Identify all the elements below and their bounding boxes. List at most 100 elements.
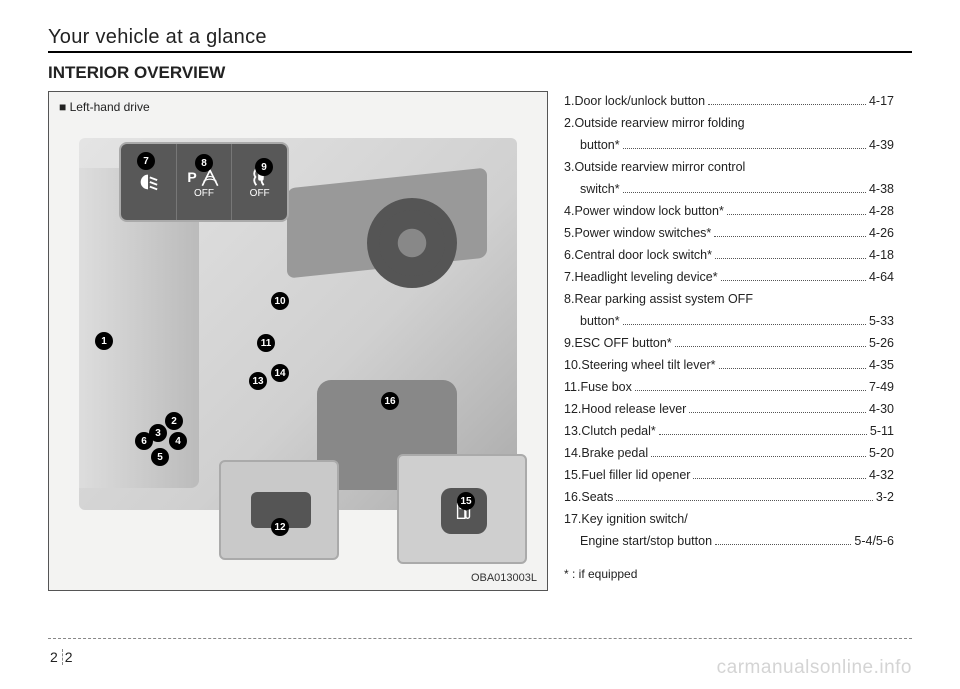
item-number: 14. bbox=[564, 443, 581, 463]
figure-label: ■ Left-hand drive bbox=[59, 100, 150, 114]
list-item: 15. Fuel filler lid opener4-32 bbox=[564, 465, 894, 485]
item-page: 4-26 bbox=[869, 223, 894, 243]
callout-marker: 13 bbox=[249, 372, 267, 390]
list-item: 11. Fuse box 7-49 bbox=[564, 377, 894, 397]
item-page: 7-49 bbox=[869, 377, 894, 397]
item-number: 8. bbox=[564, 289, 574, 309]
callout-marker: 1 bbox=[95, 332, 113, 350]
item-label: Seats bbox=[581, 487, 613, 507]
item-number: 17. bbox=[564, 509, 581, 529]
item-label: Brake pedal bbox=[581, 443, 648, 463]
callout-marker: 4 bbox=[169, 432, 187, 450]
item-page: 4-39 bbox=[869, 135, 894, 155]
callout-marker: 12 bbox=[271, 518, 289, 536]
item-label: Rear parking assist system OFF bbox=[574, 289, 753, 309]
footer-divider bbox=[48, 638, 912, 639]
item-number: 12. bbox=[564, 399, 581, 419]
item-page: 4-64 bbox=[869, 267, 894, 287]
hood-release-inset bbox=[219, 460, 339, 560]
list-item: 1. Door lock/unlock button 4-17 bbox=[564, 91, 894, 111]
item-label: Outside rearview mirror folding bbox=[574, 113, 744, 133]
list-item: button* 5-33 bbox=[564, 311, 894, 331]
list-item: 4. Power window lock button*4-28 bbox=[564, 201, 894, 221]
item-number: 4. bbox=[564, 201, 574, 221]
item-label: Outside rearview mirror control bbox=[574, 157, 745, 177]
leader-dots bbox=[715, 258, 866, 259]
list-item: 13. Clutch pedal*5-11 bbox=[564, 421, 894, 441]
callout-marker: 6 bbox=[135, 432, 153, 450]
callout-marker: 10 bbox=[271, 292, 289, 310]
callout-marker: 2 bbox=[165, 412, 183, 430]
item-label: Fuse box bbox=[580, 377, 631, 397]
leader-dots bbox=[616, 500, 873, 501]
item-page: 5-4/5-6 bbox=[854, 531, 894, 551]
item-label: switch* bbox=[580, 179, 620, 199]
item-page: 5-33 bbox=[869, 311, 894, 331]
item-label: Engine start/stop button bbox=[580, 531, 712, 551]
leader-dots bbox=[651, 456, 866, 457]
section-title: INTERIOR OVERVIEW bbox=[48, 63, 912, 83]
list-item: 2. Outside rearview mirror folding bbox=[564, 113, 894, 133]
item-number: 5. bbox=[564, 223, 574, 243]
list-item: button*4-39 bbox=[564, 135, 894, 155]
interior-figure: ■ Left-hand drive bbox=[48, 91, 548, 591]
item-label: Power window lock button* bbox=[574, 201, 723, 221]
leader-dots bbox=[708, 104, 866, 105]
list-item: 14. Brake pedal 5-20 bbox=[564, 443, 894, 463]
callout-marker: 9 bbox=[255, 158, 273, 176]
item-page: 5-20 bbox=[869, 443, 894, 463]
item-number: 9. bbox=[564, 333, 574, 353]
item-label: Central door lock switch* bbox=[574, 245, 712, 265]
item-label: Power window switches* bbox=[574, 223, 711, 243]
item-label: ESC OFF button* bbox=[574, 333, 671, 353]
leader-dots bbox=[727, 214, 866, 215]
item-list: 1. Door lock/unlock button4-172. Outside… bbox=[564, 91, 894, 591]
list-item: 7. Headlight leveling device* 4-64 bbox=[564, 267, 894, 287]
list-item: 12. Hood release lever 4-30 bbox=[564, 399, 894, 419]
item-label: Door lock/unlock button bbox=[574, 91, 705, 111]
leader-dots bbox=[623, 324, 866, 325]
item-number: 7. bbox=[564, 267, 574, 287]
leader-dots bbox=[635, 390, 866, 391]
leader-dots bbox=[719, 368, 866, 369]
list-item: 16. Seats3-2 bbox=[564, 487, 894, 507]
list-item: 6. Central door lock switch*4-18 bbox=[564, 245, 894, 265]
item-page: 5-11 bbox=[870, 421, 894, 441]
item-page: 4-18 bbox=[869, 245, 894, 265]
leader-dots bbox=[689, 412, 866, 413]
footnote: * : if equipped bbox=[564, 565, 894, 584]
item-page: 4-32 bbox=[869, 465, 894, 485]
leader-dots bbox=[675, 346, 866, 347]
leader-dots bbox=[693, 478, 865, 479]
item-page: 4-30 bbox=[869, 399, 894, 419]
item-label: Key ignition switch/ bbox=[581, 509, 687, 529]
esc-off-icon: OFF bbox=[232, 144, 287, 220]
item-number: 11. bbox=[564, 377, 580, 397]
leader-dots bbox=[721, 280, 866, 281]
list-item: 3. Outside rearview mirror control bbox=[564, 157, 894, 177]
item-number: 1. bbox=[564, 91, 574, 111]
item-label: Clutch pedal* bbox=[581, 421, 655, 441]
callout-marker: 5 bbox=[151, 448, 169, 466]
leader-dots bbox=[714, 236, 866, 237]
item-label: button* bbox=[580, 311, 620, 331]
item-page: 4-17 bbox=[869, 91, 894, 111]
page-number: 22 bbox=[50, 649, 73, 665]
chapter-header: Your vehicle at a glance bbox=[48, 26, 912, 53]
callout-marker: 14 bbox=[271, 364, 289, 382]
item-number: 2. bbox=[564, 113, 574, 133]
callout-marker: 11 bbox=[257, 334, 275, 352]
leader-dots bbox=[659, 434, 867, 435]
leader-dots bbox=[623, 148, 866, 149]
list-item: 8. Rear parking assist system OFF bbox=[564, 289, 894, 309]
list-item: 5. Power window switches* 4-26 bbox=[564, 223, 894, 243]
list-item: 9. ESC OFF button*5-26 bbox=[564, 333, 894, 353]
callout-marker: 16 bbox=[381, 392, 399, 410]
item-label: Hood release lever bbox=[581, 399, 686, 419]
item-label: Headlight leveling device* bbox=[574, 267, 717, 287]
callout-marker: 7 bbox=[137, 152, 155, 170]
item-page: 3-2 bbox=[876, 487, 894, 507]
figure-code: OBA013003L bbox=[471, 572, 537, 584]
item-number: 15. bbox=[564, 465, 581, 485]
item-label: Steering wheel tilt lever* bbox=[581, 355, 715, 375]
